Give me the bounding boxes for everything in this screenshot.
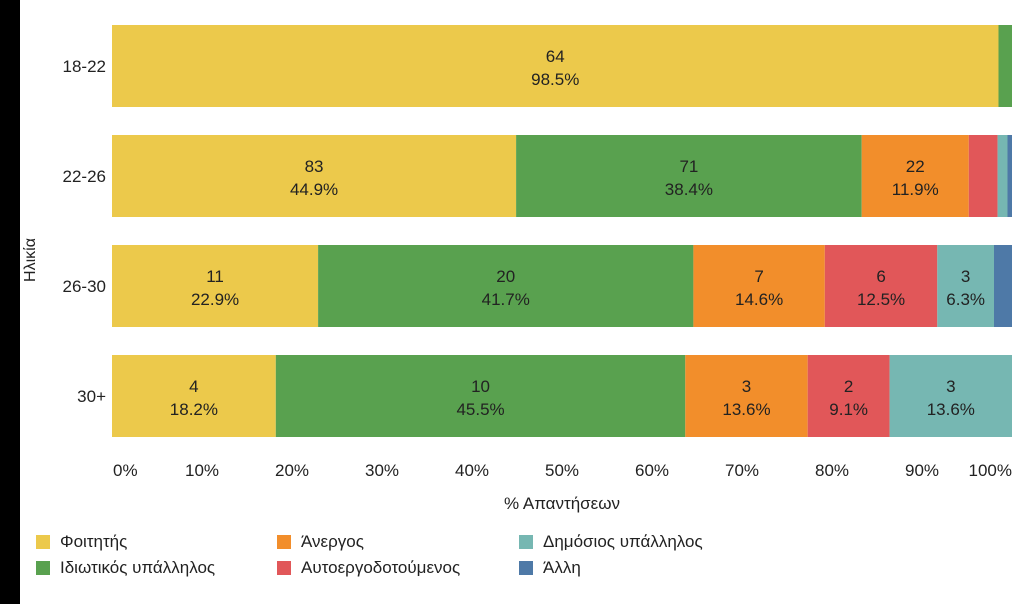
bar-segment [998,25,1012,107]
bar-segment [318,245,694,327]
legend-swatch [519,561,533,575]
x-tick-label: 50% [545,461,579,480]
bar-segment [693,245,825,327]
x-tick-label: 10% [185,461,219,480]
data-label-percent: 45.5% [456,400,504,419]
data-label-percent: 12.5% [857,290,905,309]
category-label-2: 26-30 [63,277,106,296]
data-label-count: 10 [471,377,490,396]
data-label-percent: 38.4% [665,180,713,199]
data-label-count: 83 [305,157,324,176]
data-label-count: 20 [496,267,515,286]
category-label-3: 30+ [77,387,106,406]
data-label-count: 11 [206,267,224,286]
x-tick-label: 30% [365,461,399,480]
x-tick-label: 60% [635,461,669,480]
x-tick-label: 40% [455,461,489,480]
legend-swatch [277,561,291,575]
data-label-percent: 11.9% [892,180,939,199]
data-label-count: 64 [546,47,565,66]
x-tick-label: 20% [275,461,309,480]
stacked-bar-chart: 18-2222-2626-3030+6498.5%8344.9%7138.4%2… [63,25,1012,513]
bar-segment [112,245,319,327]
x-tick-label: 70% [725,461,759,480]
legend: Φοιτητής Άνεργος Δημόσιος υπάλληλος Ιδιωτικ… [36,532,1016,582]
data-label-count: 3 [961,267,970,286]
data-label-percent: 13.6% [927,400,975,419]
data-label-count: 22 [906,157,925,176]
bar-segment [275,355,686,437]
left-edge-strip [0,0,20,604]
data-label-percent: 14.6% [735,290,783,309]
bar-segment [807,355,890,437]
data-label-count: 3 [742,377,751,396]
legend-swatch [36,561,50,575]
data-label-percent: 13.6% [722,400,770,419]
legend-item: Άνεργος [277,532,364,552]
bar-segment [685,355,808,437]
legend-label: Αυτοεργοδοτούμενος [301,558,461,577]
bar-segment [112,135,517,217]
bar-segment [997,135,1008,217]
legend-label: Άλλη [543,558,581,577]
data-label-percent: 6.3% [946,290,985,309]
data-label-count: 2 [844,377,853,396]
legend-item: Άλλη [519,558,581,578]
bar-segment [516,135,862,217]
legend-item: Ιδιωτικός υπάλληλος [36,558,215,578]
data-label-percent: 9.1% [829,400,868,419]
data-label-count: 7 [754,267,763,286]
legend-label: Άνεργος [301,532,364,551]
bar-segment [968,135,998,217]
data-label-count: 3 [946,377,955,396]
x-tick-label: 100% [969,461,1012,480]
bar-segment [112,25,999,107]
data-label-percent: 22.9% [191,290,239,309]
x-tick-label: 80% [815,461,849,480]
bar-segment [824,245,938,327]
legend-swatch [36,535,50,549]
category-label-1: 22-26 [63,167,106,186]
data-label-percent: 18.2% [170,400,218,419]
bar-segment [1007,135,1012,217]
data-label-count: 6 [876,267,885,286]
category-label-0: 18-22 [63,57,106,76]
data-label-percent: 44.9% [290,180,338,199]
legend-swatch [519,535,533,549]
legend-item: Αυτοεργοδοτούμενος [277,558,460,578]
bar-segment [112,355,276,437]
legend-label: Δημόσιος υπάλληλος [543,532,703,551]
x-tick-label: 0% [113,461,138,480]
data-label-count: 4 [189,377,198,396]
legend-item: Δημόσιος υπάλληλος [519,532,703,552]
legend-swatch [277,535,291,549]
legend-item: Φοιτητής [36,532,127,552]
x-axis-title: % Απαντήσεων [504,494,620,513]
legend-label: Ιδιωτικός υπάλληλος [60,558,216,577]
bar-segment [861,135,969,217]
data-label-percent: 41.7% [482,290,530,309]
legend-label: Φοιτητής [60,532,128,551]
bar-segment [889,355,1012,437]
data-label-percent: 98.5% [531,70,579,89]
bar-segment [937,245,994,327]
data-label-count: 71 [679,157,698,176]
x-tick-label: 90% [905,461,939,480]
bar-segment [994,245,1012,327]
